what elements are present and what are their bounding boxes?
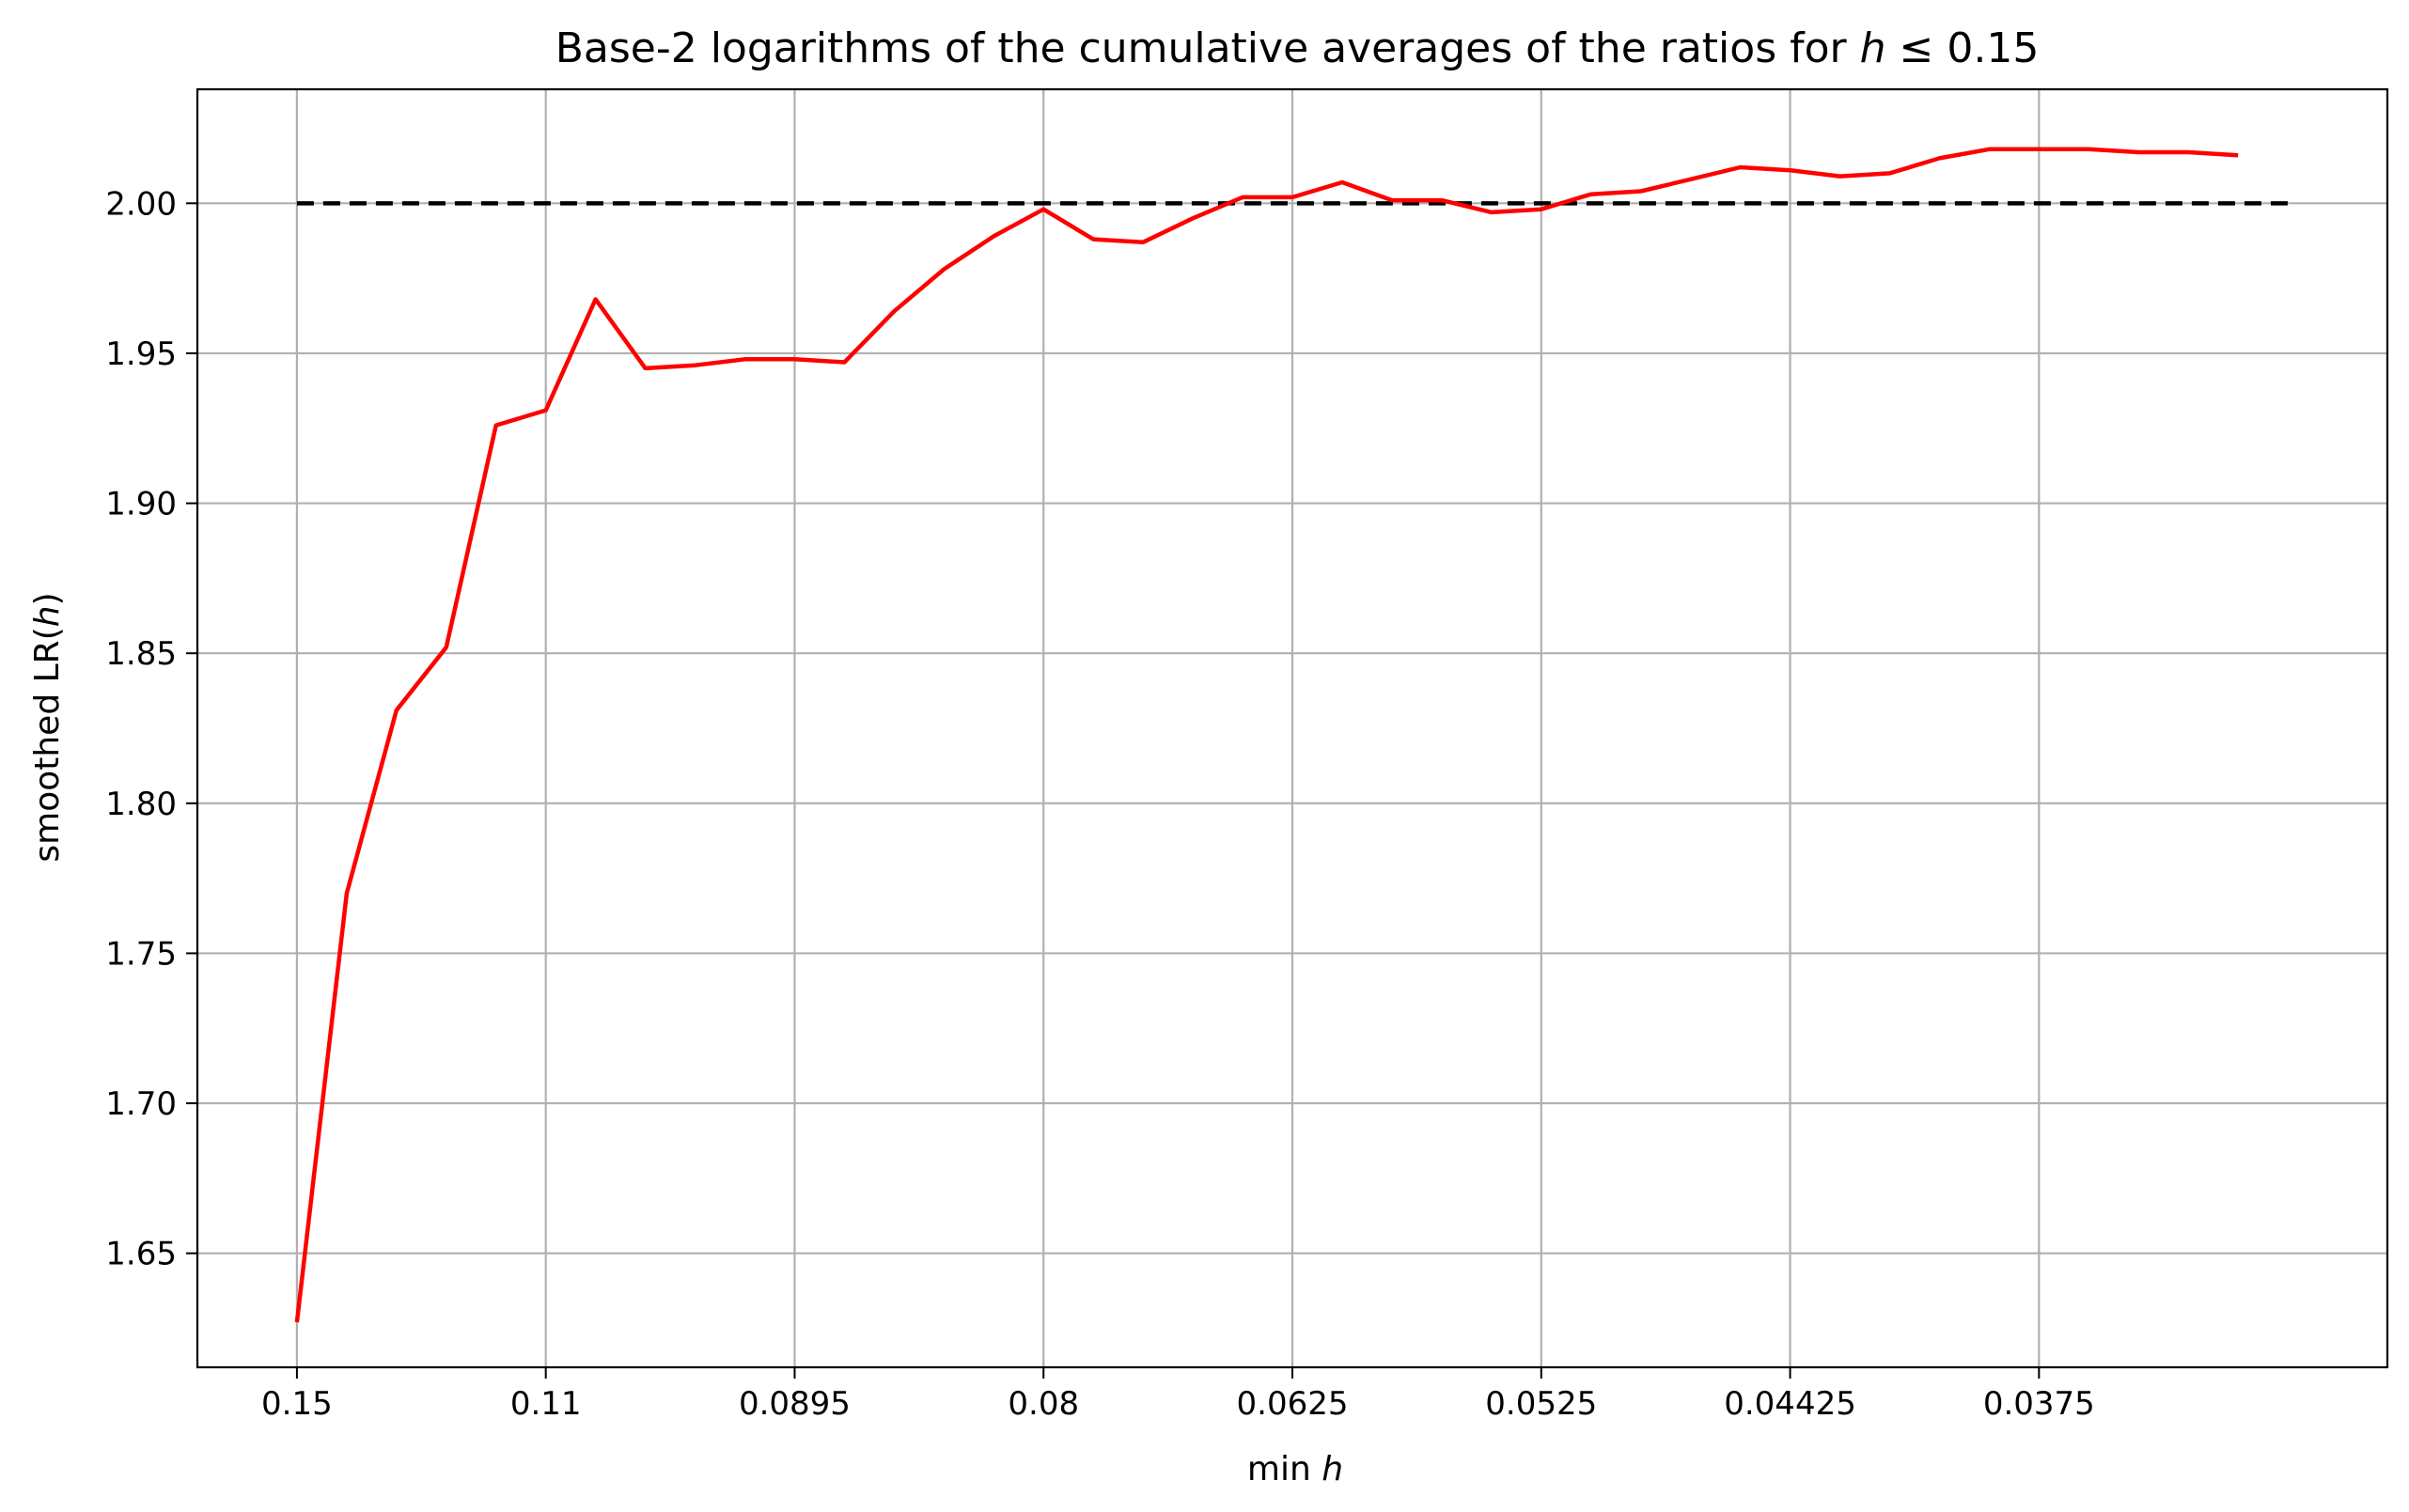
y-tick-label: 2.00 xyxy=(105,185,177,223)
series-line-red xyxy=(294,147,2239,1323)
x-tick-label: 0.08 xyxy=(1008,1385,1079,1423)
y-tick-label: 1.80 xyxy=(105,786,177,823)
grid xyxy=(197,89,2387,1367)
y-tick-label: 1.70 xyxy=(105,1085,177,1123)
y-tick-label: 1.65 xyxy=(105,1236,177,1273)
x-tick-label: 0.15 xyxy=(261,1385,333,1423)
x-tick-label: 0.0895 xyxy=(739,1385,851,1423)
plot-area xyxy=(294,147,2289,1323)
y-tick-label: 1.90 xyxy=(105,486,177,523)
x-axis-label: min h xyxy=(1247,1450,1343,1489)
x-tick-label: 0.0625 xyxy=(1237,1385,1349,1423)
x-tick-label: 0.0375 xyxy=(1983,1385,2095,1423)
x-axis: 0.15 0.11 0.0895 0.08 0.0625 0.0525 0.04425 0.0… xyxy=(261,1367,2095,1423)
x-tick-label: 0.11 xyxy=(510,1385,582,1423)
y-tick-label: 1.95 xyxy=(105,335,177,373)
y-axis: 1.65 1.70 1.75 1.80 1.85 1.90 1.95 2.00 xyxy=(105,185,197,1273)
y-axis-label: smoothed LR(h) xyxy=(28,592,67,862)
y-tick-label: 1.75 xyxy=(105,935,177,973)
chart-title: Base-2 logarithms of the cumulative aver… xyxy=(555,24,2040,72)
y-tick-label: 1.85 xyxy=(105,635,177,673)
x-tick-label: 0.0525 xyxy=(1485,1385,1597,1423)
x-tick-label: 0.04425 xyxy=(1724,1385,1856,1423)
